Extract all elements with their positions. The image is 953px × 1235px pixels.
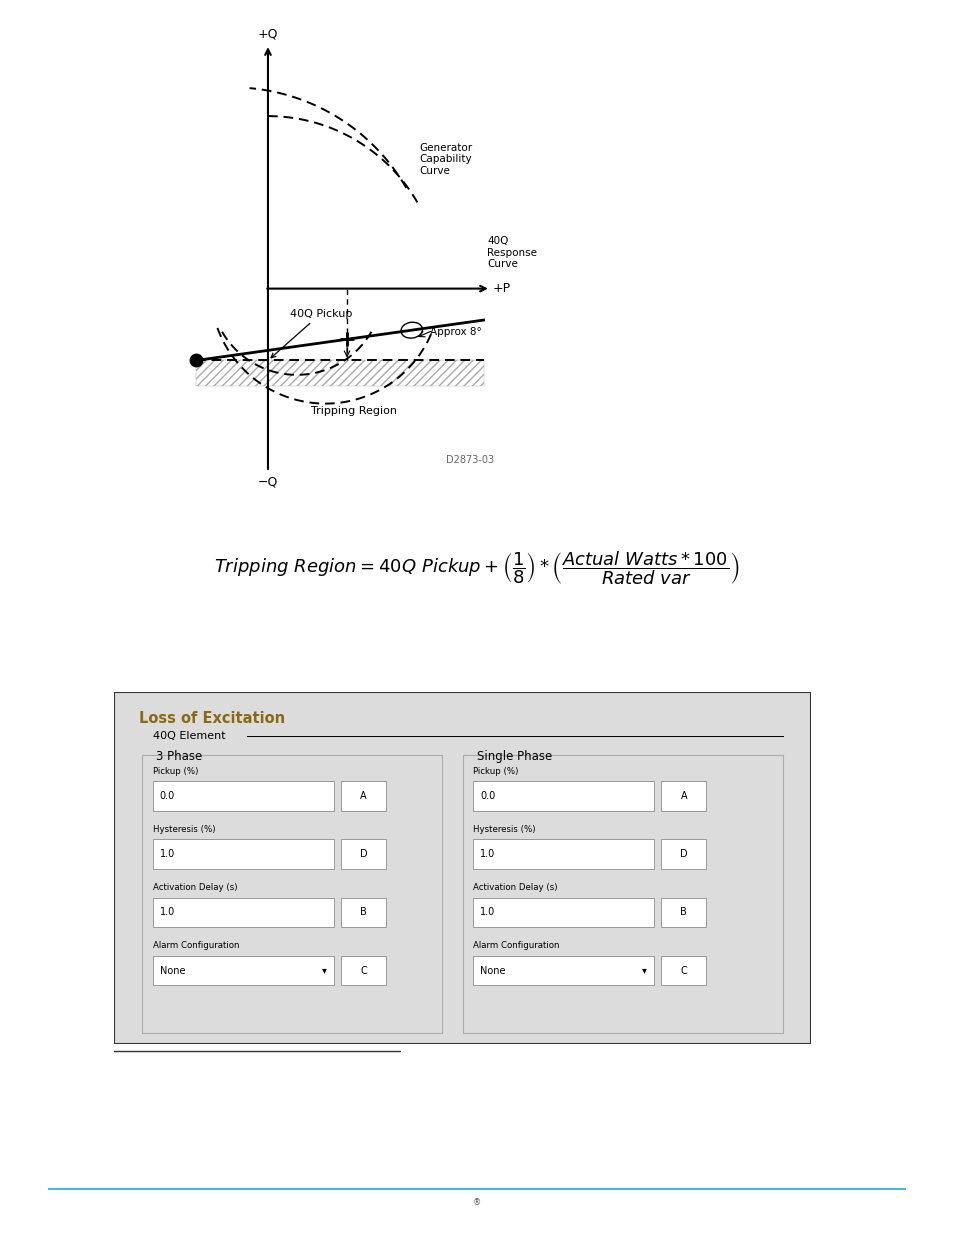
FancyBboxPatch shape <box>340 782 386 811</box>
Text: B: B <box>359 908 367 918</box>
Text: 40Q Element: 40Q Element <box>152 731 225 741</box>
Text: 1.0: 1.0 <box>479 850 495 860</box>
Text: None: None <box>479 966 505 976</box>
FancyBboxPatch shape <box>660 898 705 927</box>
Text: D: D <box>359 850 367 860</box>
FancyBboxPatch shape <box>340 956 386 986</box>
Text: Alarm Configuration: Alarm Configuration <box>473 941 559 950</box>
Text: ®: ® <box>473 1198 480 1208</box>
Text: Loss of Excitation: Loss of Excitation <box>139 711 285 726</box>
Text: Activation Delay (s): Activation Delay (s) <box>152 883 237 892</box>
Text: +P: +P <box>492 282 510 295</box>
Text: Generator
Capability
Curve: Generator Capability Curve <box>418 142 472 175</box>
FancyBboxPatch shape <box>660 782 705 811</box>
FancyBboxPatch shape <box>152 956 334 986</box>
Text: Activation Delay (s): Activation Delay (s) <box>473 883 558 892</box>
Text: D: D <box>679 850 687 860</box>
FancyBboxPatch shape <box>152 840 334 869</box>
Text: A: A <box>679 792 686 802</box>
Text: C: C <box>359 966 367 976</box>
FancyBboxPatch shape <box>660 840 705 869</box>
Text: Hysteresis (%): Hysteresis (%) <box>152 825 215 834</box>
Text: 0.0: 0.0 <box>479 792 495 802</box>
FancyBboxPatch shape <box>462 755 782 1032</box>
FancyBboxPatch shape <box>340 840 386 869</box>
Text: −Q: −Q <box>257 475 278 489</box>
FancyBboxPatch shape <box>473 782 654 811</box>
Text: None: None <box>159 966 185 976</box>
Text: D2873-03: D2873-03 <box>446 454 494 464</box>
FancyBboxPatch shape <box>473 956 654 986</box>
Text: +Q: +Q <box>257 27 278 41</box>
FancyBboxPatch shape <box>142 755 441 1032</box>
Text: Pickup (%): Pickup (%) <box>473 767 518 776</box>
Text: 1.0: 1.0 <box>159 908 174 918</box>
Text: Tripping Region: Tripping Region <box>311 406 396 416</box>
Text: 0.0: 0.0 <box>159 792 174 802</box>
Text: B: B <box>679 908 686 918</box>
Text: 40Q
Response
Curve: 40Q Response Curve <box>487 236 537 269</box>
Text: 1.0: 1.0 <box>159 850 174 860</box>
Text: C: C <box>679 966 686 976</box>
Text: 1.0: 1.0 <box>479 908 495 918</box>
Text: Pickup (%): Pickup (%) <box>152 767 198 776</box>
Text: Approx 8°: Approx 8° <box>429 327 481 337</box>
FancyBboxPatch shape <box>152 898 334 927</box>
FancyBboxPatch shape <box>340 898 386 927</box>
Text: A: A <box>360 792 366 802</box>
FancyBboxPatch shape <box>473 898 654 927</box>
FancyBboxPatch shape <box>473 840 654 869</box>
Text: ▾: ▾ <box>641 966 646 976</box>
Text: 40Q Pickup: 40Q Pickup <box>271 309 352 358</box>
Text: Hysteresis (%): Hysteresis (%) <box>473 825 535 834</box>
Text: Single Phase: Single Phase <box>476 750 551 763</box>
FancyBboxPatch shape <box>660 956 705 986</box>
Text: $\mathit{Tripping\ Region} = 40Q\ Pickup + \left(\dfrac{1}{8}\right) * \left(\df: $\mathit{Tripping\ Region} = 40Q\ Pickup… <box>213 550 740 587</box>
Text: 3 Phase: 3 Phase <box>156 750 202 763</box>
Text: ▾: ▾ <box>322 966 327 976</box>
FancyBboxPatch shape <box>152 782 334 811</box>
FancyBboxPatch shape <box>114 692 810 1044</box>
Text: Alarm Configuration: Alarm Configuration <box>152 941 239 950</box>
